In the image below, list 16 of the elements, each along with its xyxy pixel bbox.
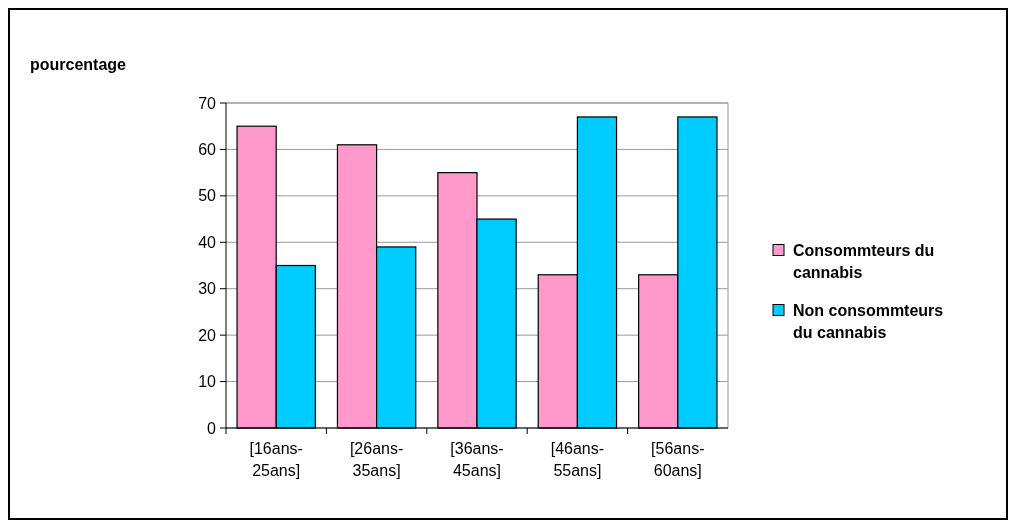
x-tick-label: [26ans-35ans] bbox=[349, 440, 404, 479]
y-tick-label: 50 bbox=[198, 187, 217, 205]
y-tick-label: 60 bbox=[198, 141, 217, 159]
x-tick-label: [16ans-25ans] bbox=[249, 440, 303, 479]
y-tick-label: 20 bbox=[198, 326, 217, 344]
legend-label: Non consommteurs du cannabis bbox=[793, 301, 944, 341]
y-tick-label: 10 bbox=[198, 373, 217, 391]
x-tick-label: [56ans-60ans] bbox=[651, 440, 705, 479]
x-tick-label: [36ans-45ans] bbox=[450, 440, 504, 479]
y-tick-label: 70 bbox=[198, 94, 217, 112]
y-axis-title: pourcentage bbox=[30, 56, 127, 73]
legend-label: Consommteurs du cannabis bbox=[793, 241, 935, 281]
x-tick-label: [46ans-55ans] bbox=[550, 440, 605, 479]
y-tick-label: 30 bbox=[198, 280, 217, 298]
y-tick-label: 40 bbox=[198, 233, 217, 251]
y-tick-label: 0 bbox=[207, 419, 217, 437]
